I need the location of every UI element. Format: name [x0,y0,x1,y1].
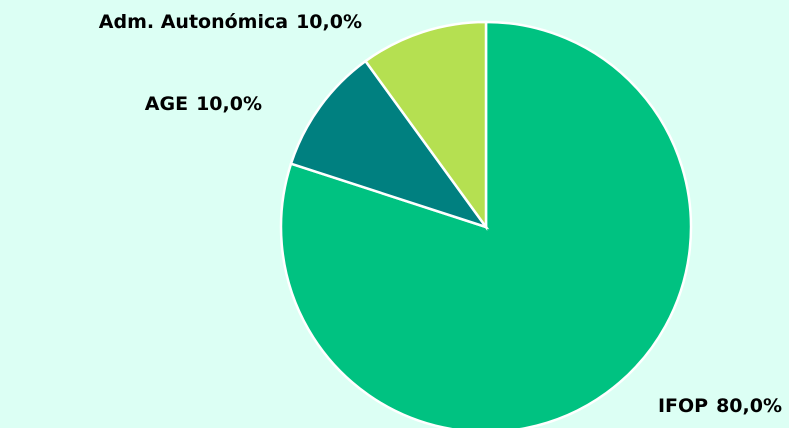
slice-label: IFOP 80,0% [658,395,782,417]
slice-label: AGE 10,0% [145,93,262,115]
value-label: 80,0% [716,395,782,417]
pie-slice [289,59,490,230]
pie-slice [363,20,488,231]
value-label: 10,0% [296,11,362,33]
value-label: 10,0% [196,93,262,115]
slice-label: Adm. Autonómica 10,0% [99,11,362,33]
category-label: Adm. Autonómica [99,11,288,33]
category-label: IFOP [658,395,708,417]
category-label: AGE [145,93,188,115]
